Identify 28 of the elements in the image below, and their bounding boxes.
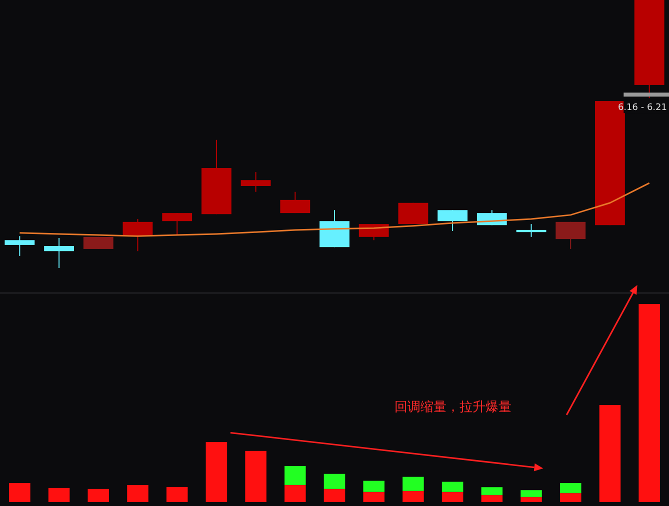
candlestick	[44, 237, 74, 268]
bar	[599, 404, 621, 502]
bar	[245, 450, 266, 502]
bar	[284, 484, 306, 502]
bar	[363, 480, 384, 492]
bar	[481, 495, 503, 502]
bar	[284, 466, 306, 485]
bar	[324, 474, 346, 489]
bar	[402, 476, 424, 491]
bar	[88, 488, 110, 502]
bar	[206, 442, 228, 502]
annotation: 回调缩量，拉升爆量	[394, 400, 512, 415]
bar	[638, 304, 660, 502]
bar	[402, 490, 424, 502]
bar	[48, 488, 70, 502]
bar	[560, 482, 582, 494]
bar	[166, 486, 188, 502]
bar	[560, 493, 582, 502]
bar	[520, 490, 542, 498]
bar	[324, 488, 346, 502]
bar	[9, 482, 30, 502]
bar	[442, 492, 464, 502]
candlestick	[516, 224, 546, 238]
bar	[520, 497, 542, 502]
bar	[481, 487, 503, 496]
bar	[363, 492, 384, 502]
bar	[442, 482, 464, 492]
bar	[127, 484, 148, 502]
